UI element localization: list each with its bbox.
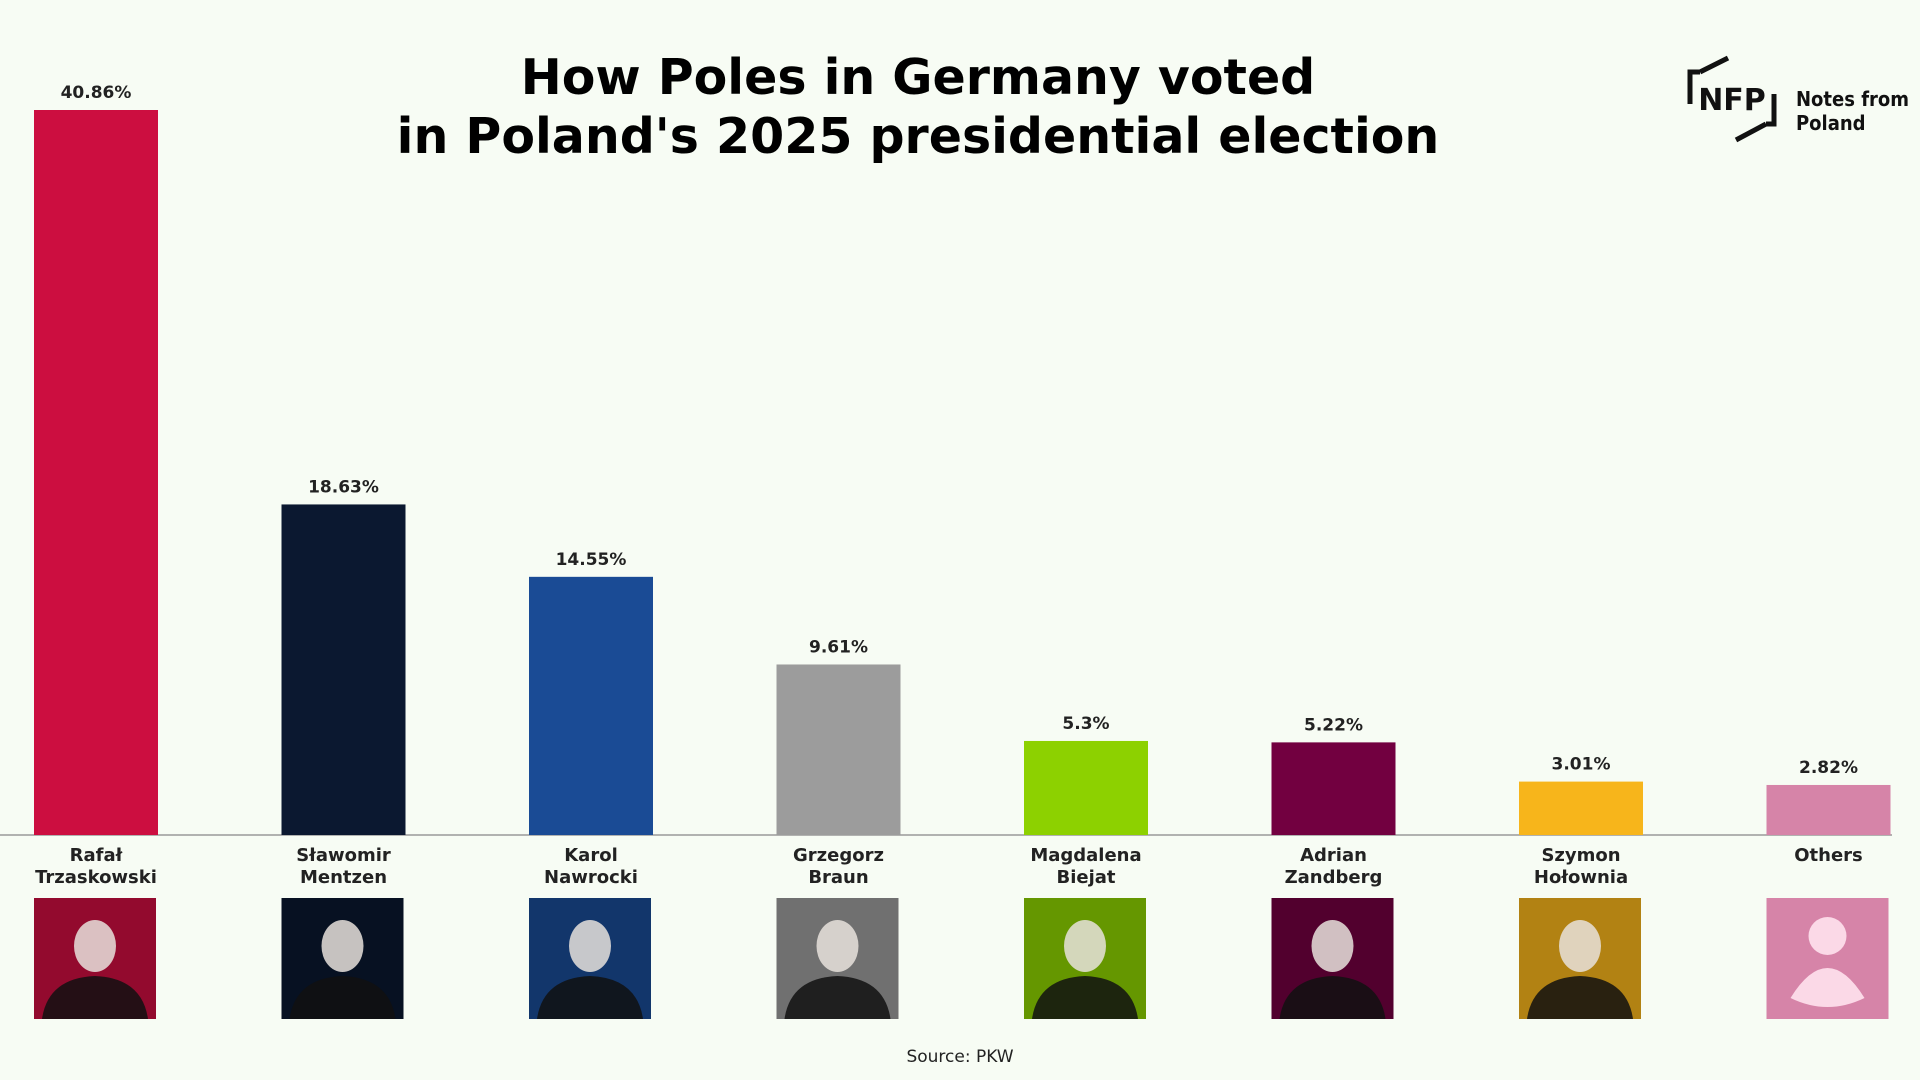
person-head [1559, 920, 1601, 972]
logo-mark: NFP [1698, 83, 1766, 118]
category-label: Others [1794, 845, 1863, 866]
category-label: Mentzen [300, 867, 387, 888]
person-photo-icon [529, 898, 651, 1019]
person-photo-icon [1519, 898, 1641, 1019]
person-photo-icon [1024, 898, 1146, 1019]
bar [34, 110, 158, 835]
logo-name: Notes from Poland [1796, 87, 1909, 135]
data-label: 2.82% [1799, 758, 1858, 778]
person-shoulders [1527, 976, 1633, 1019]
person-shoulders [289, 976, 396, 1019]
person-photo-icon [281, 898, 404, 1019]
category-label: Karol [564, 845, 618, 866]
category-label: Trzaskowski [35, 867, 157, 888]
silhouette-body [1790, 968, 1865, 1007]
bar [1766, 784, 1891, 835]
person-photo-icon [34, 898, 156, 1019]
data-label: 9.61% [809, 637, 868, 657]
person-photo-icon [776, 898, 899, 1019]
person-head [1311, 920, 1354, 972]
category-label: Hołownia [1534, 867, 1628, 888]
category-label: Zandberg [1285, 867, 1383, 888]
category-label: Szymon [1541, 845, 1620, 866]
person-head [569, 920, 611, 972]
data-label: 5.3% [1062, 714, 1109, 734]
bar [1271, 742, 1396, 835]
silhouette-head [1808, 917, 1847, 955]
person-head [1064, 920, 1106, 972]
person-shoulders [1279, 976, 1386, 1019]
logo-name-line1: Notes from [1796, 87, 1910, 111]
person-shoulders [537, 976, 643, 1019]
category-label: Nawrocki [544, 867, 638, 888]
category-label: Grzegorz [793, 845, 884, 866]
person-head [74, 920, 116, 972]
bar [529, 576, 653, 835]
bar [1024, 740, 1148, 835]
category-label: Biejat [1056, 867, 1115, 888]
logo-name-line2: Poland [1796, 111, 1866, 135]
person-photo-icon [1271, 898, 1394, 1019]
person-shoulders [42, 976, 148, 1019]
chart-title-line2: in Poland's 2025 presidential election [396, 108, 1440, 165]
person-head [321, 920, 364, 972]
nfp-logo: NFP [1687, 55, 1777, 143]
bar [281, 504, 406, 835]
category-label: Magdalena [1030, 845, 1141, 866]
data-label: 40.86% [61, 83, 132, 103]
data-label: 18.63% [308, 477, 379, 497]
chart-title-line1: How Poles in Germany voted [520, 49, 1316, 106]
data-label: 5.22% [1304, 715, 1363, 735]
category-label: Braun [808, 867, 868, 888]
bar [1519, 781, 1643, 835]
category-label: Rafał [70, 845, 124, 866]
person-shoulders [1032, 976, 1138, 1019]
category-label: Sławomir [296, 845, 391, 866]
person-head [816, 920, 859, 972]
chart-title: How Poles in Germany voted in Poland's 2… [0, 48, 1836, 166]
category-label: Adrian [1300, 845, 1367, 866]
person-shoulders [784, 976, 891, 1019]
bar [776, 664, 901, 835]
source-note: Source: PKW [906, 1047, 1014, 1067]
person-silhouette-icon [1766, 898, 1889, 1019]
data-label: 14.55% [556, 550, 627, 570]
data-label: 3.01% [1552, 755, 1611, 775]
